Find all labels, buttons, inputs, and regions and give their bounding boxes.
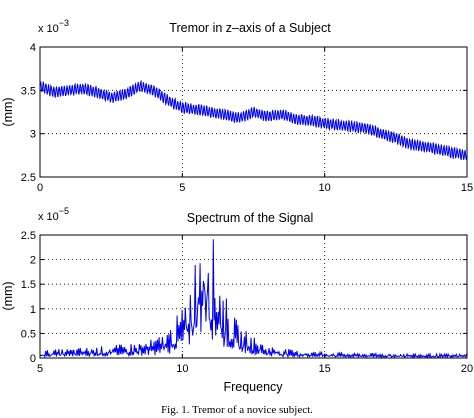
spectrum-plot-frame [39, 234, 468, 359]
tremor-y-axis-label: (mm) [1, 97, 15, 126]
spectrum-chart-title: Spectrum of the Signal [187, 211, 313, 225]
spectrum-y-scale: x 10−5 [38, 206, 69, 223]
tremor-chart: x 10−3 Tremor in z–axis of a Subject (mm… [1, 18, 473, 194]
tremor-y-scale: x 10−3 [38, 18, 69, 35]
figure-caption: Fig. 1. Tremor of a novice subject. [161, 404, 313, 416]
x-tick-label: 10 [319, 182, 331, 194]
y-tick-label: 1 [30, 304, 36, 316]
x-tick-label: 0 [37, 182, 43, 194]
y-tick-label: 2.5 [21, 172, 36, 184]
x-tick-label: 20 [461, 363, 473, 375]
x-tick-label: 5 [179, 182, 185, 194]
y-tick-label: 2 [30, 255, 36, 267]
spectrum-y-axis-label: (mm) [1, 281, 15, 310]
tremor-series-line [39, 79, 468, 161]
tremor-plot-frame [39, 46, 468, 178]
x-tick-label: 15 [319, 363, 331, 375]
x-tick-label: 10 [176, 363, 188, 375]
y-tick-label: 1.5 [21, 279, 36, 291]
spectrum-x-axis-label: Frequency [223, 380, 283, 394]
x-tick-label: 15 [461, 182, 473, 194]
spectrum-series-line [39, 239, 468, 360]
y-tick-label: 4 [30, 42, 36, 54]
y-tick-label: 0.5 [21, 328, 36, 340]
tremor-chart-title: Tremor in z–axis of a Subject [169, 21, 331, 35]
spectrum-axis-ticks: 5 10 15 20 0 0.5 1 1.5 2 2.5 [21, 230, 473, 375]
spectrum-grid [40, 235, 467, 358]
y-tick-label: 3.5 [21, 85, 36, 97]
x-tick-label: 5 [37, 363, 43, 375]
tremor-axis-ticks: 0 5 10 15 2.5 3 3.5 4 [21, 42, 473, 194]
y-tick-label: 3 [30, 129, 36, 141]
y-tick-label: 2.5 [21, 230, 36, 242]
y-tick-label: 0 [30, 353, 36, 365]
spectrum-chart: x 10−5 Spectrum of the Signal (mm) 5 10 15… [1, 206, 473, 394]
